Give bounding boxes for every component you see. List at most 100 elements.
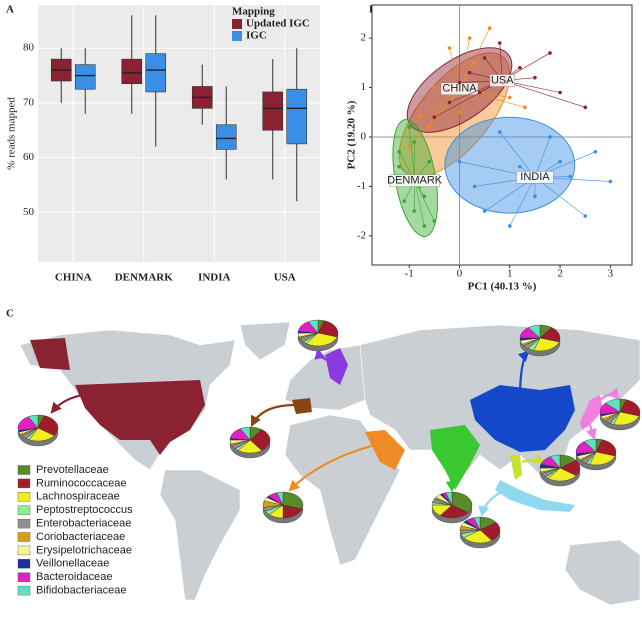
confidence-ellipse — [444, 116, 576, 214]
legend-swatch — [232, 19, 242, 29]
panel-label: A — [6, 4, 14, 16]
legend-swatch — [17, 478, 31, 489]
pie-slice — [547, 467, 577, 482]
indonesia — [495, 480, 575, 512]
legend-label: Veillonellaceae — [36, 558, 109, 570]
world-map — [19, 321, 641, 606]
arrow — [314, 347, 336, 364]
pie-slice — [308, 319, 319, 334]
group-label-box — [489, 74, 515, 87]
box — [262, 91, 284, 131]
spider-line — [429, 88, 460, 128]
point — [422, 224, 427, 228]
spider-line — [509, 177, 536, 227]
group-label: USA — [491, 74, 514, 86]
x-tick-label: INDIA — [198, 272, 230, 284]
point — [457, 80, 462, 85]
point — [397, 164, 401, 169]
pie-slice — [282, 491, 304, 510]
legend-label: Erysipelotrichaceae — [36, 544, 132, 556]
x-tick-label: USA — [274, 272, 296, 284]
china — [470, 385, 575, 452]
pie-slice — [527, 324, 541, 339]
point — [533, 194, 537, 199]
x-tick-label: 0 — [457, 268, 463, 280]
pie-slice — [473, 516, 481, 531]
pie-slice — [276, 491, 284, 506]
thailand — [510, 455, 522, 480]
point — [507, 224, 512, 228]
y-tick-label: 50 — [23, 206, 35, 218]
pie-slice — [317, 320, 339, 338]
point — [608, 179, 613, 184]
arrow — [478, 489, 506, 518]
point — [422, 194, 427, 199]
x-tick-label: -1 — [405, 268, 414, 280]
box — [286, 88, 308, 145]
point — [417, 115, 422, 120]
australia — [564, 539, 641, 606]
x-tick-label: 1 — [507, 268, 513, 280]
point — [487, 26, 492, 31]
point — [583, 105, 588, 110]
legend-label: IGC — [246, 30, 267, 42]
spider-line — [408, 127, 415, 181]
pie-slice — [595, 439, 617, 457]
spider-line — [459, 28, 490, 89]
legend-label: Coriobacteriaceae — [36, 531, 125, 543]
legend-swatch — [17, 518, 31, 529]
x-axis-label: PC1 (40.13 %) — [468, 281, 537, 293]
legend-swatch — [17, 465, 31, 475]
spider-line — [534, 136, 551, 178]
pie-slice — [240, 426, 251, 441]
legend-swatch — [17, 545, 31, 556]
x-tick-label: CHINA — [55, 272, 92, 284]
arrow — [288, 443, 376, 492]
spider-line — [499, 131, 536, 178]
arrow — [251, 403, 296, 427]
group-label-box — [389, 174, 440, 187]
legend-swatch — [17, 492, 31, 502]
point — [548, 135, 552, 139]
point — [568, 174, 572, 179]
point — [472, 61, 477, 65]
box — [145, 53, 167, 93]
pie-slice — [305, 332, 338, 347]
pie-slice — [605, 398, 621, 413]
group-label: CHINA — [442, 83, 477, 95]
greenland — [239, 321, 291, 361]
legend-label: Enterobacteriaceae — [36, 518, 131, 530]
pie-slice — [445, 491, 453, 506]
point — [533, 75, 537, 80]
point — [467, 36, 472, 40]
pie-slice — [479, 522, 501, 541]
pie-slice — [613, 411, 640, 426]
point — [447, 46, 452, 50]
point — [427, 159, 432, 164]
y-tick-label: -1 — [357, 180, 366, 192]
y-tick-label: 2 — [361, 32, 367, 44]
x-tick-label: 3 — [608, 268, 614, 280]
point — [548, 51, 552, 55]
y-tick-label: 70 — [23, 96, 35, 108]
arrow — [585, 424, 597, 441]
legend-swatch — [17, 585, 31, 596]
point — [402, 199, 406, 204]
box — [121, 58, 143, 85]
japan — [580, 395, 603, 430]
pie-slice — [533, 337, 560, 352]
point — [412, 140, 417, 144]
sweden — [325, 348, 348, 385]
legend-label: Bifidobacteriaceae — [36, 585, 127, 597]
spider-line — [414, 180, 435, 222]
spider-line — [502, 80, 586, 108]
point — [447, 100, 452, 105]
arrows — [50, 347, 620, 518]
y-tick-label: 60 — [23, 151, 35, 163]
group-label: INDIA — [520, 171, 550, 183]
pie-slice — [451, 491, 473, 513]
legend-label: Updated IGC — [246, 18, 310, 30]
point — [507, 95, 512, 100]
legend-label: Peptostreptococcus — [36, 504, 133, 516]
point — [497, 130, 502, 134]
